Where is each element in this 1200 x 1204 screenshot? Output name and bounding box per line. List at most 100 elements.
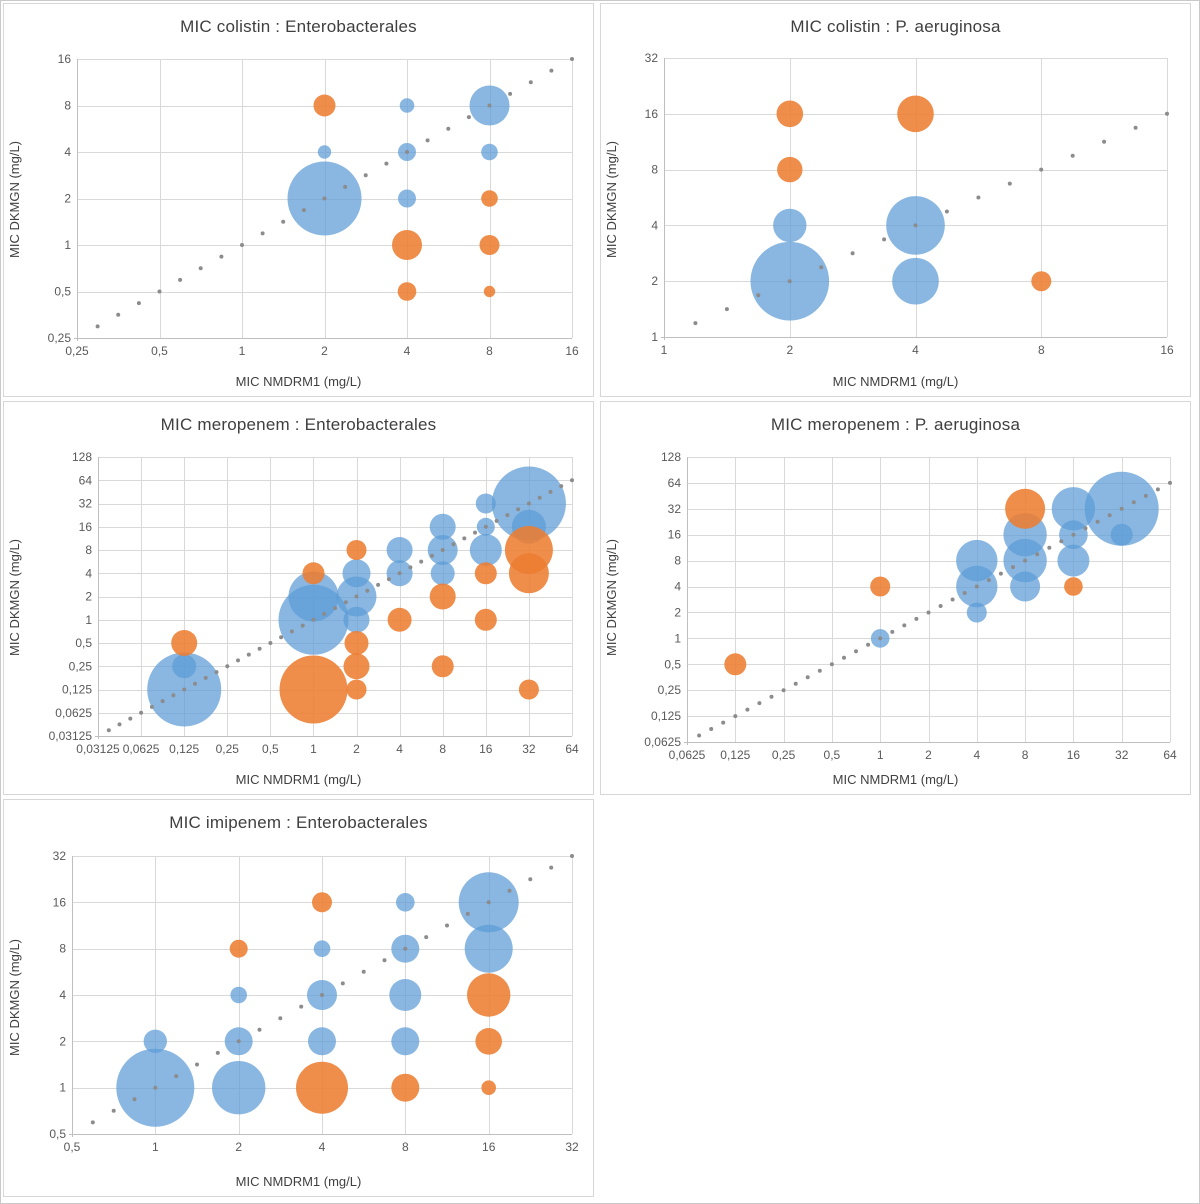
identity-dot <box>1083 526 1088 531</box>
identity-dot <box>153 1085 158 1090</box>
bubble-orange <box>346 540 367 560</box>
chart-panel-imipenem-enterobacterales: MIC imipenem : Enterobacterales MIC DKMG… <box>3 799 594 1197</box>
identity-dot <box>462 536 467 541</box>
identity-dot <box>528 80 533 85</box>
bubble-blue <box>212 1061 266 1115</box>
x-tick-label: 32 <box>522 742 536 756</box>
bubble-blue <box>429 513 456 540</box>
bubble-blue <box>1010 571 1041 602</box>
identity-dot <box>440 548 445 552</box>
identity-dot <box>850 251 855 256</box>
identity-dot <box>505 513 510 518</box>
identity-dot <box>278 1016 283 1021</box>
bubble-orange <box>397 282 417 301</box>
bubble-orange <box>508 553 549 594</box>
x-tick-label: 64 <box>1163 748 1177 762</box>
identity-dot <box>829 662 834 667</box>
identity-dot <box>116 312 121 317</box>
x-tick-label: 1 <box>877 748 884 762</box>
identity-dot <box>494 518 499 523</box>
identity-dot <box>1131 500 1136 505</box>
identity-dot <box>384 161 389 166</box>
identity-dot <box>424 935 429 940</box>
chart-title: MIC colistin : P. aeruginosa <box>790 17 1001 36</box>
y-tick-label: 16 <box>668 528 682 542</box>
identity-dot <box>962 591 967 595</box>
bubble-blue <box>966 602 987 623</box>
x-tick-label: 4 <box>396 742 403 756</box>
identity-dot <box>976 195 981 200</box>
y-tick-label: 4 <box>59 988 66 1002</box>
identity-dot <box>902 623 907 628</box>
bubble-blue <box>1110 523 1133 546</box>
identity-dot <box>793 681 798 686</box>
identity-dot <box>570 854 574 858</box>
chart-grid: MIC colistin : Enterobacterales MIC DKMG… <box>3 3 1197 1197</box>
identity-dot <box>430 553 434 558</box>
x-tick-label: 8 <box>486 344 493 358</box>
x-tick-label: 4 <box>973 748 980 762</box>
chart-panel-meropenem-paeruginosa: MIC meropenem : P. aeruginosa MIC DKMGN … <box>600 401 1191 795</box>
chart-plot: 0,03125 0,0625 0,125 0,25 0,5 1 2 4 8 16 32 640,031… <box>49 450 579 756</box>
identity-dot <box>340 981 345 986</box>
identity-dot <box>1133 125 1138 130</box>
identity-dot <box>311 617 316 622</box>
identity-dot <box>1023 558 1028 563</box>
identity-dot <box>570 57 574 61</box>
y-tick-label: 32 <box>668 502 682 516</box>
bubble-orange <box>279 655 348 724</box>
bubble-blue <box>892 257 939 305</box>
x-tick-label: 16 <box>482 1140 496 1154</box>
identity-dot <box>697 733 702 738</box>
y-tick-label: 0,25 <box>48 331 72 345</box>
identity-dot <box>570 478 574 483</box>
bubble-orange <box>229 939 248 958</box>
y-tick-label: 8 <box>85 543 92 557</box>
x-tick-label: 16 <box>1067 748 1081 762</box>
identity-dot <box>1102 139 1107 144</box>
x-tick-label: 0,25 <box>65 344 89 358</box>
bubble-orange <box>897 95 934 133</box>
identity-dot <box>1107 513 1112 518</box>
y-tick-label: 2 <box>64 192 71 206</box>
chart-plot: 1 2 4 8 16 1 2 4 8 16 32 <box>645 51 1174 357</box>
identity-dot <box>289 629 294 634</box>
y-tick-label: 16 <box>79 520 93 534</box>
identity-dot <box>198 266 203 271</box>
identity-dot <box>320 993 324 997</box>
x-tick-label: 2 <box>321 344 328 358</box>
y-tick-label: 0,0625 <box>644 735 681 749</box>
y-tick-label: 2 <box>59 1034 66 1048</box>
identity-dot <box>136 301 141 306</box>
identity-dot <box>106 728 111 733</box>
y-tick-label: 2 <box>85 590 92 604</box>
identity-dot <box>1011 565 1015 570</box>
identity-dot <box>507 888 512 893</box>
identity-dot <box>805 675 810 680</box>
identity-dot <box>160 699 165 704</box>
bubble-blue <box>469 534 502 566</box>
y-tick-label: 0,125 <box>651 709 681 723</box>
y-tick-label: 128 <box>661 450 681 464</box>
y-tick-label: 32 <box>79 497 93 511</box>
identity-dot <box>299 1004 304 1009</box>
bubble-orange <box>387 607 412 632</box>
y-tick-label: 16 <box>58 52 72 66</box>
bubble-orange <box>776 100 804 128</box>
x-tick-label: 0,25 <box>772 748 796 762</box>
bubble-orange <box>724 653 747 676</box>
y-tick-label: 0,0625 <box>55 706 92 720</box>
bubble-orange <box>302 562 325 585</box>
identity-dot <box>1070 153 1075 158</box>
bubble-orange <box>481 1080 497 1095</box>
bubble-orange <box>475 1028 503 1055</box>
y-tick-label: 0,125 <box>62 683 92 697</box>
identity-dot <box>182 687 187 692</box>
x-tick-label: 16 <box>1160 343 1174 357</box>
empty-cell <box>600 799 1191 1197</box>
identity-dot <box>236 658 240 663</box>
bubble-orange <box>346 679 367 700</box>
identity-dot <box>914 616 919 621</box>
identity-dot <box>171 693 176 698</box>
identity-dot <box>333 606 337 611</box>
